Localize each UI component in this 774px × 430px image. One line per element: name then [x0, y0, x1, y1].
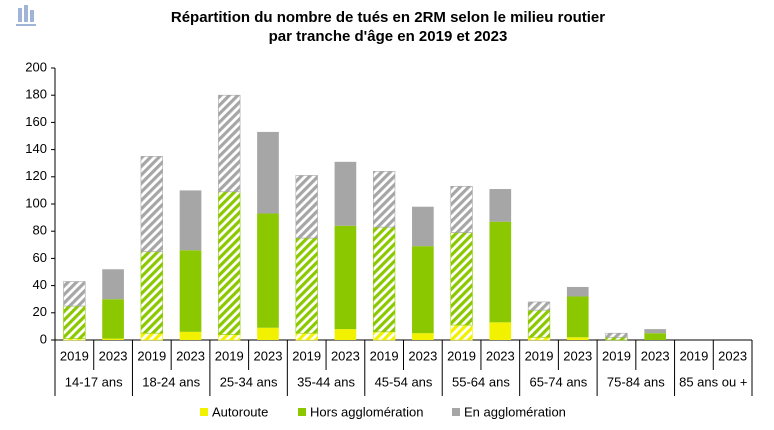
bar-segment: [295, 175, 318, 239]
bar-segment: [450, 186, 473, 233]
x-tick-label: 2023: [718, 348, 747, 363]
y-tick-label: 20: [33, 304, 47, 319]
bar-segment: [179, 250, 202, 332]
bar-segment: [257, 327, 279, 340]
y-tick-label: 120: [25, 168, 47, 183]
legend-swatch: [452, 408, 460, 416]
group-label: 35-44 ans: [297, 374, 355, 389]
group-label: 75-84 ans: [607, 374, 665, 389]
bar-segment: [257, 131, 279, 214]
bar-segment: [644, 329, 667, 334]
bar-segment: [566, 286, 589, 297]
bar-segment: [605, 332, 628, 338]
chart-title: par tranche d'âge en 2019 et 2023: [269, 28, 508, 45]
group-label: 14-17 ans: [65, 374, 123, 389]
chart-title: Répartition du nombre de tués en 2RM sel…: [171, 9, 605, 26]
bar-segment: [412, 206, 434, 247]
x-tick-label: 2019: [370, 348, 399, 363]
bar-segment: [334, 329, 357, 340]
bar-segment: [450, 324, 473, 341]
legend-label: En agglomération: [464, 404, 566, 419]
bar-segment: [257, 213, 279, 328]
bar-segment: [412, 246, 434, 334]
bar-segment: [102, 338, 124, 340]
bar-segment: [566, 337, 589, 340]
y-tick-label: 0: [40, 331, 47, 346]
x-tick-label: 2023: [408, 348, 437, 363]
y-tick-label: 100: [25, 195, 47, 210]
bar-segment: [527, 309, 551, 338]
x-tick-label: 2023: [563, 348, 592, 363]
x-tick-label: 2023: [486, 348, 515, 363]
group-label: 45-54 ans: [375, 374, 433, 389]
x-tick-label: 2023: [331, 348, 360, 363]
x-tick-label: 2019: [137, 348, 166, 363]
x-tick-label: 2019: [447, 348, 476, 363]
bar-segment: [140, 251, 163, 334]
group-label: 85 ans ou +: [679, 374, 747, 389]
bar-segment: [527, 301, 551, 311]
x-tick-label: 2019: [525, 348, 554, 363]
x-tick-label: 2023: [99, 348, 128, 363]
bar-segment: [140, 156, 163, 252]
group-label: 18-24 ans: [142, 374, 200, 389]
bar-segment: [644, 333, 667, 340]
bar-segment: [295, 237, 318, 334]
bar-segment: [489, 189, 512, 222]
bar-segment: [102, 299, 124, 339]
bar-segment: [295, 332, 318, 341]
bar-segment: [372, 171, 396, 228]
bar-segment: [489, 322, 512, 340]
bar-segment: [489, 221, 512, 323]
bar-segment: [102, 269, 124, 300]
y-tick-label: 60: [33, 250, 47, 265]
bar-segment: [334, 225, 357, 330]
bar-segment: [450, 232, 473, 326]
x-tick-label: 2019: [60, 348, 89, 363]
y-tick-label: 80: [33, 223, 47, 238]
bar-segment: [218, 191, 241, 335]
x-tick-label: 2019: [215, 348, 244, 363]
x-tick-label: 2023: [254, 348, 283, 363]
legend-label: Hors agglomération: [310, 404, 423, 419]
y-tick-label: 160: [25, 114, 47, 129]
bar-segment: [605, 336, 628, 341]
bar-segment: [372, 226, 396, 333]
bar-segment: [566, 296, 589, 338]
x-tick-label: 2023: [641, 348, 670, 363]
y-tick-label: 200: [25, 59, 47, 74]
bar-segment: [218, 94, 241, 193]
y-tick-label: 180: [25, 87, 47, 102]
group-label: 25-34 ans: [220, 374, 278, 389]
y-tick-label: 140: [25, 141, 47, 156]
legend-label: Autoroute: [212, 404, 268, 419]
group-label: 55-64 ans: [452, 374, 510, 389]
bar-segment: [63, 281, 86, 307]
bar-segment: [334, 161, 357, 226]
legend-swatch: [298, 408, 306, 416]
bar-segment: [179, 331, 202, 340]
group-label: 65-74 ans: [529, 374, 587, 389]
x-tick-label: 2019: [292, 348, 321, 363]
logo: [16, 5, 36, 26]
legend-swatch: [200, 408, 208, 416]
bar-segment: [218, 334, 241, 341]
bar-segment: [179, 190, 202, 251]
x-tick-label: 2019: [602, 348, 631, 363]
bar-segment: [372, 331, 396, 341]
x-tick-label: 2019: [679, 348, 708, 363]
x-tick-label: 2023: [176, 348, 205, 363]
bar-segment: [527, 336, 551, 341]
bar-segment: [63, 305, 86, 339]
bar-segment: [140, 332, 163, 341]
y-tick-label: 40: [33, 277, 47, 292]
bar-segment: [412, 333, 434, 340]
